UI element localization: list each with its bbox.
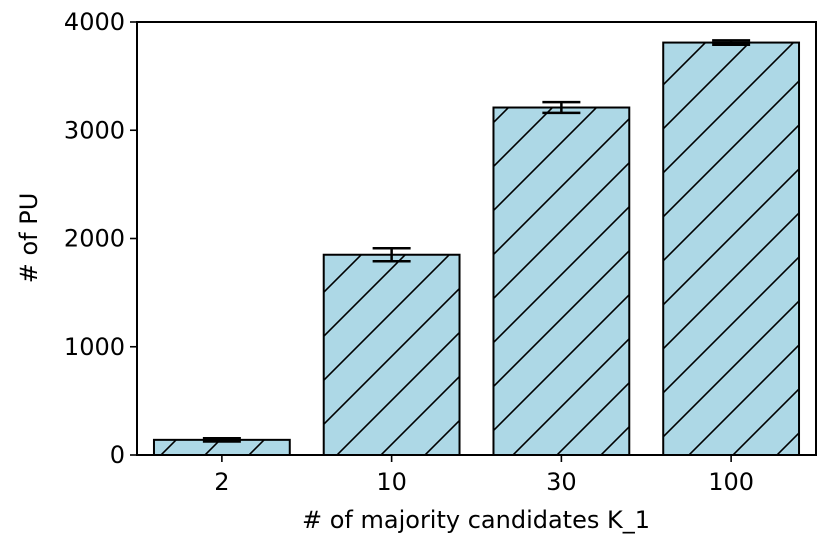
y-axis-label: # of PU [15,193,43,284]
x-axis-label: # of majority candidates K_1 [302,506,650,534]
error-bar-100 [712,39,751,46]
bar-10 [322,253,461,456]
bar-100 [662,41,801,456]
y-axis: 0 1000 2000 3000 4000 [64,8,137,469]
y-tick-label-0: 0 [110,441,125,469]
x-tick-label-30: 30 [546,468,577,496]
x-tick-label-2: 2 [214,468,229,496]
error-bar-2 [202,436,241,443]
y-tick-label-2000: 2000 [64,225,125,253]
x-tick-label-10: 10 [376,468,407,496]
bars-layer [152,41,801,457]
y-tick-label-4000: 4000 [64,8,125,36]
bar-30 [492,106,631,457]
error-bars-layer [202,39,751,443]
x-axis: 2 10 30 100 [214,455,754,496]
x-tick-label-100: 100 [708,468,754,496]
error-bar-10 [372,246,411,263]
error-bar-30 [542,100,581,115]
y-tick-label-3000: 3000 [64,116,125,144]
y-tick-label-1000: 1000 [64,333,125,361]
